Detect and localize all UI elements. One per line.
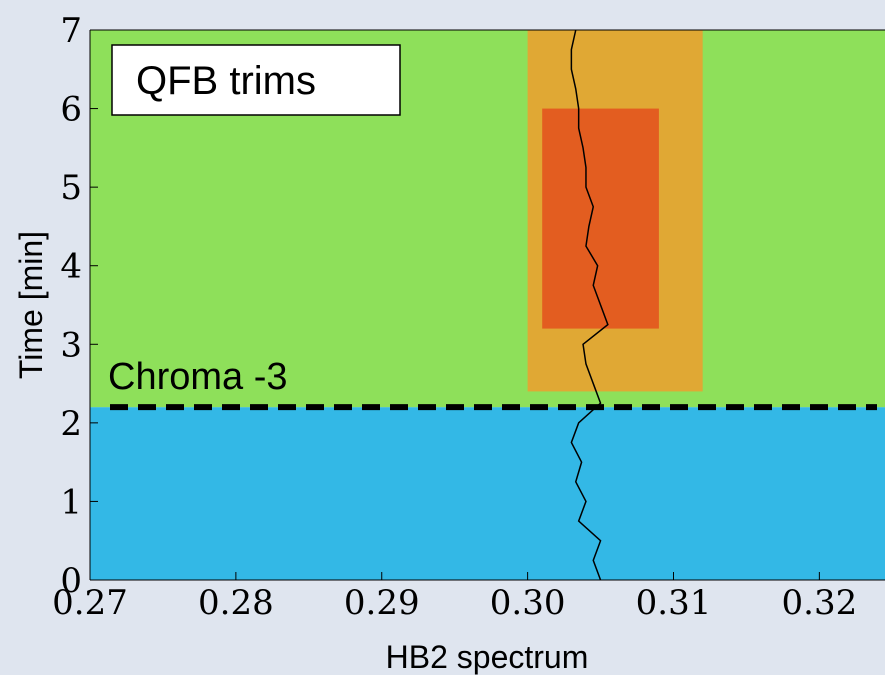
- y-axis-label: Time [min]: [13, 231, 49, 379]
- x-tick-label: 0.28: [198, 583, 274, 623]
- x-tick-label: 0.29: [344, 583, 420, 623]
- x-tick-label: 0.32: [782, 583, 858, 623]
- y-tick-label: 0: [60, 561, 82, 601]
- annotation-text: QFB trims: [136, 59, 316, 103]
- heatmap-cell: [542, 108, 659, 329]
- y-tick-label: 1: [60, 482, 82, 522]
- x-tick-label: 0.31: [636, 583, 712, 623]
- y-tick-label: 2: [60, 404, 82, 444]
- y-tick-label: 5: [60, 168, 82, 208]
- y-tick-label: 3: [60, 325, 82, 365]
- x-axis-label: HB2 spectrum: [386, 639, 589, 675]
- x-tick-label: 0.30: [490, 583, 566, 623]
- y-tick-label: 7: [60, 11, 82, 51]
- threshold-label: Chroma -3: [108, 356, 288, 398]
- heatmap-cell: [90, 407, 885, 580]
- y-tick-label: 4: [60, 247, 82, 287]
- y-tick-label: 6: [60, 90, 82, 130]
- annotation-box: [111, 44, 401, 116]
- tune-trace: [570, 29, 609, 581]
- x-tick-label: 0.27: [52, 583, 128, 623]
